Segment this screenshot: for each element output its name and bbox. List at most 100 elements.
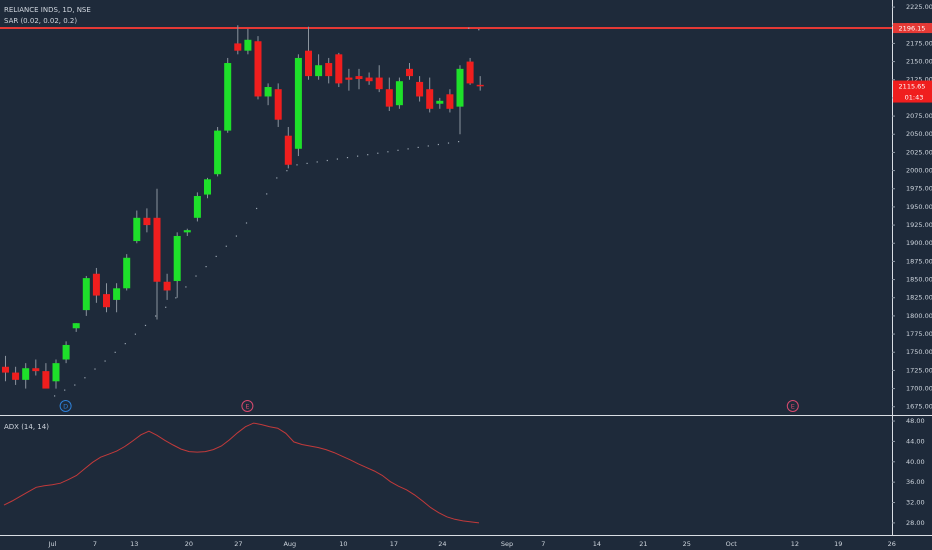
y-tick-label: 2125.00 <box>906 76 932 84</box>
candle-up[interactable] <box>395 81 403 106</box>
candle-down[interactable] <box>103 294 110 308</box>
candle-down[interactable] <box>234 43 242 51</box>
event-marker[interactable] <box>241 400 254 412</box>
candle-up[interactable] <box>214 130 222 175</box>
x-tick-label: 10 <box>339 540 347 548</box>
candle-down[interactable] <box>2 366 9 373</box>
candle-down[interactable] <box>254 41 262 97</box>
countdown-label: 01:43 <box>905 94 924 102</box>
last-price-tag <box>893 80 932 103</box>
y-tick-label: 1825.00 <box>906 294 932 302</box>
sar-dot <box>175 297 177 299</box>
candle-down[interactable] <box>32 368 40 372</box>
candle-up[interactable] <box>173 235 181 282</box>
candle-up[interactable] <box>294 57 302 149</box>
sar-dot <box>397 149 399 151</box>
candle-up[interactable] <box>22 368 30 380</box>
candle-up[interactable] <box>62 344 70 360</box>
x-tick-label: 14 <box>593 540 601 548</box>
adx-y-tick-label: 44.00 <box>906 437 925 445</box>
y-tick-label: 2175.00 <box>906 39 932 47</box>
candle-down[interactable] <box>365 77 373 82</box>
candle-up[interactable] <box>52 363 60 382</box>
candle-down[interactable] <box>385 89 393 107</box>
event-marker[interactable] <box>59 400 72 412</box>
sar-dot <box>326 159 328 162</box>
candle-up[interactable] <box>72 323 80 329</box>
adx-legend[interactable]: ADX (14, 14) <box>4 423 49 431</box>
sar-dot <box>478 29 480 31</box>
y-tick-label: 2050.00 <box>906 130 932 138</box>
candle-down[interactable] <box>163 281 171 291</box>
candle-up[interactable] <box>264 87 272 97</box>
symbol-legend[interactable]: RELIANCE INDS, 1D, NSE <box>4 6 91 14</box>
candle-up[interactable] <box>315 65 323 77</box>
y-tick-label: 1675.00 <box>906 403 932 411</box>
resistance-price-label: 2196.15 <box>899 25 926 33</box>
candle-up[interactable] <box>82 278 90 311</box>
sar-dot <box>296 164 298 166</box>
sar-dot <box>74 384 76 386</box>
sar-dot <box>286 170 288 172</box>
candle-up[interactable] <box>113 288 121 300</box>
sar-dot <box>144 324 147 327</box>
candle-down[interactable] <box>284 135 292 165</box>
y-tick-label: 1900.00 <box>906 239 932 247</box>
candle-down[interactable] <box>406 68 413 77</box>
sar-dot <box>447 142 450 144</box>
candle-down[interactable] <box>446 94 454 109</box>
candle-down[interactable] <box>375 77 383 90</box>
candle-down[interactable] <box>355 76 363 80</box>
candle-down[interactable] <box>335 54 343 84</box>
sar-dot <box>54 395 56 397</box>
sar-dot <box>266 193 268 195</box>
candle-down[interactable] <box>92 273 100 296</box>
sar-dot <box>336 158 338 160</box>
event-marker-label: E <box>791 403 795 411</box>
y-tick-label: 1925.00 <box>906 221 932 229</box>
adx-y-tick-label: 32.00 <box>906 499 925 507</box>
candle-up[interactable] <box>456 68 464 107</box>
x-tick-label: 25 <box>683 540 691 548</box>
sar-dot <box>84 377 86 379</box>
candle-down[interactable] <box>305 50 312 77</box>
candle-down[interactable] <box>153 217 161 282</box>
sar-dot <box>346 156 349 159</box>
sar-dot <box>114 351 116 353</box>
sar-legend[interactable]: SAR (0.02, 0.02, 0.2) <box>4 17 78 25</box>
candle-up[interactable] <box>183 230 191 233</box>
sar-dot <box>165 306 167 308</box>
candle-up[interactable] <box>244 39 252 51</box>
candle-down[interactable] <box>466 61 474 84</box>
candle-up[interactable] <box>133 217 141 242</box>
candle-down[interactable] <box>12 372 20 380</box>
candle-down[interactable] <box>42 371 50 389</box>
event-marker[interactable] <box>786 400 799 412</box>
candle-down[interactable] <box>325 63 333 77</box>
sar-dot <box>468 27 470 29</box>
sar-dot <box>256 207 258 210</box>
candle-down[interactable] <box>476 84 484 87</box>
candle-up[interactable] <box>123 257 131 289</box>
candle-up[interactable] <box>193 196 201 218</box>
candle-up[interactable] <box>224 63 232 131</box>
sar-dot <box>306 162 308 165</box>
candle-down[interactable] <box>416 81 424 97</box>
y-tick-label: 2150.00 <box>906 58 932 66</box>
adx-line[interactable] <box>3 422 480 524</box>
y-tick-label: 1700.00 <box>906 385 932 393</box>
sar-dot <box>377 152 379 154</box>
x-tick-label: 24 <box>438 540 446 548</box>
y-tick-label: 1800.00 <box>906 312 932 320</box>
candle-down[interactable] <box>426 89 434 109</box>
x-tick-label: Sep <box>501 540 513 548</box>
candle-down[interactable] <box>274 89 282 120</box>
candle-down[interactable] <box>345 77 353 80</box>
candle-up[interactable] <box>204 179 211 195</box>
x-tick-label: 27 <box>234 540 242 548</box>
adx-y-tick-label: 36.00 <box>906 478 925 486</box>
candle-down[interactable] <box>143 217 151 226</box>
x-tick-label: Aug <box>283 540 296 548</box>
candle-up[interactable] <box>436 100 444 104</box>
